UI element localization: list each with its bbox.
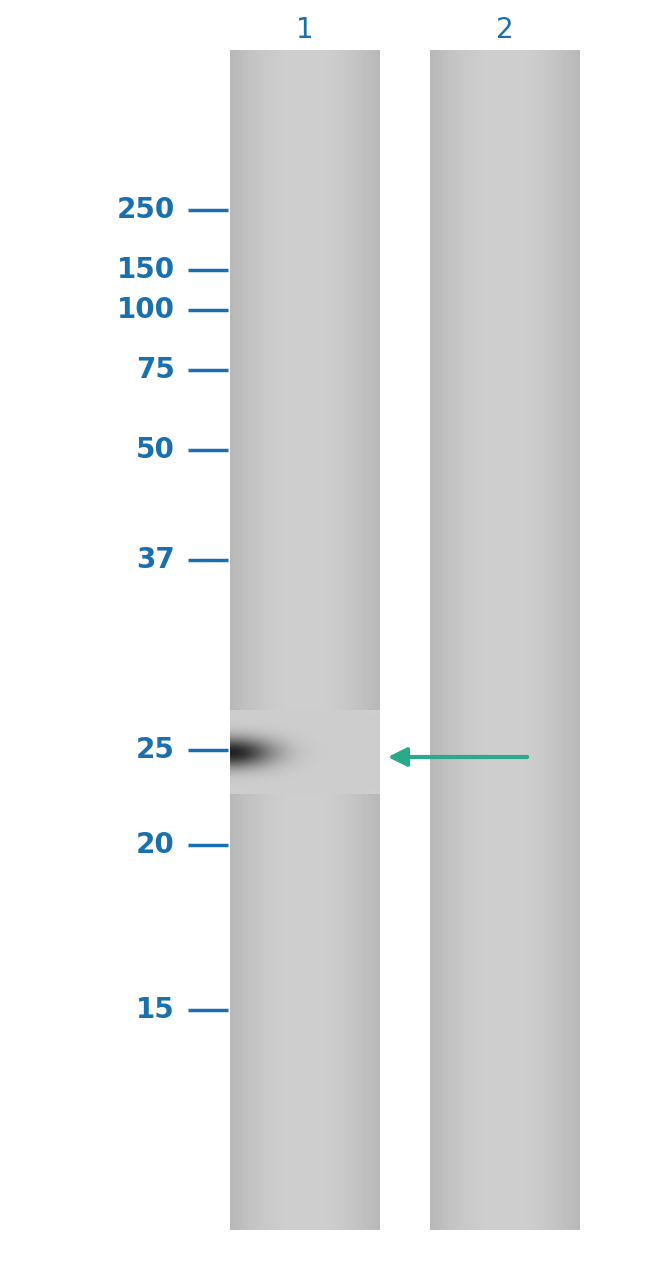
Bar: [359, 50, 362, 1231]
Bar: [469, 50, 472, 1231]
Bar: [338, 50, 341, 1231]
Bar: [436, 50, 439, 1231]
Bar: [353, 50, 356, 1231]
Bar: [257, 50, 260, 1231]
Bar: [242, 50, 245, 1231]
Bar: [574, 50, 577, 1231]
Text: 50: 50: [136, 436, 175, 464]
Bar: [565, 50, 568, 1231]
Bar: [568, 50, 571, 1231]
Bar: [577, 50, 580, 1231]
Bar: [466, 50, 469, 1231]
Bar: [248, 50, 251, 1231]
Bar: [433, 50, 436, 1231]
Bar: [356, 50, 359, 1231]
Text: 20: 20: [136, 831, 175, 859]
Bar: [475, 50, 478, 1231]
Bar: [562, 50, 565, 1231]
Text: 250: 250: [117, 196, 175, 224]
Text: 1: 1: [296, 17, 314, 44]
Bar: [553, 50, 556, 1231]
Bar: [445, 50, 448, 1231]
Bar: [368, 50, 371, 1231]
Bar: [326, 50, 329, 1231]
Bar: [245, 50, 248, 1231]
Bar: [332, 50, 335, 1231]
Text: 25: 25: [136, 737, 175, 765]
Bar: [532, 50, 535, 1231]
Bar: [430, 50, 433, 1231]
Text: 150: 150: [117, 257, 175, 284]
Text: 2: 2: [496, 17, 514, 44]
Bar: [350, 50, 353, 1231]
Bar: [541, 50, 544, 1231]
Bar: [260, 50, 263, 1231]
Bar: [544, 50, 547, 1231]
Bar: [547, 50, 550, 1231]
Bar: [454, 50, 457, 1231]
Bar: [365, 50, 368, 1231]
Bar: [251, 50, 254, 1231]
Bar: [559, 50, 562, 1231]
Text: 100: 100: [117, 296, 175, 324]
Bar: [538, 50, 541, 1231]
Bar: [266, 50, 269, 1231]
Bar: [281, 50, 284, 1231]
Bar: [442, 50, 445, 1231]
Bar: [451, 50, 454, 1231]
Bar: [430, 50, 580, 1231]
Bar: [478, 50, 481, 1231]
Bar: [472, 50, 475, 1231]
Bar: [550, 50, 553, 1231]
Bar: [526, 50, 529, 1231]
Bar: [335, 50, 338, 1231]
Text: 15: 15: [136, 996, 175, 1024]
Bar: [457, 50, 460, 1231]
Bar: [481, 50, 484, 1231]
Bar: [233, 50, 236, 1231]
Bar: [278, 50, 281, 1231]
Bar: [239, 50, 242, 1231]
Bar: [272, 50, 275, 1231]
Bar: [230, 50, 233, 1231]
Bar: [535, 50, 538, 1231]
Bar: [556, 50, 559, 1231]
Bar: [362, 50, 365, 1231]
Bar: [529, 50, 532, 1231]
Bar: [263, 50, 266, 1231]
Bar: [448, 50, 451, 1231]
Bar: [374, 50, 377, 1231]
Bar: [254, 50, 257, 1231]
Bar: [230, 50, 380, 1231]
Bar: [371, 50, 374, 1231]
Bar: [347, 50, 350, 1231]
Text: 75: 75: [136, 356, 175, 384]
Bar: [269, 50, 272, 1231]
Bar: [571, 50, 574, 1231]
Bar: [329, 50, 332, 1231]
Bar: [463, 50, 466, 1231]
Bar: [341, 50, 344, 1231]
Bar: [460, 50, 463, 1231]
Text: 37: 37: [136, 546, 175, 574]
Bar: [236, 50, 239, 1231]
Bar: [377, 50, 380, 1231]
Bar: [439, 50, 442, 1231]
Bar: [344, 50, 347, 1231]
Bar: [275, 50, 278, 1231]
